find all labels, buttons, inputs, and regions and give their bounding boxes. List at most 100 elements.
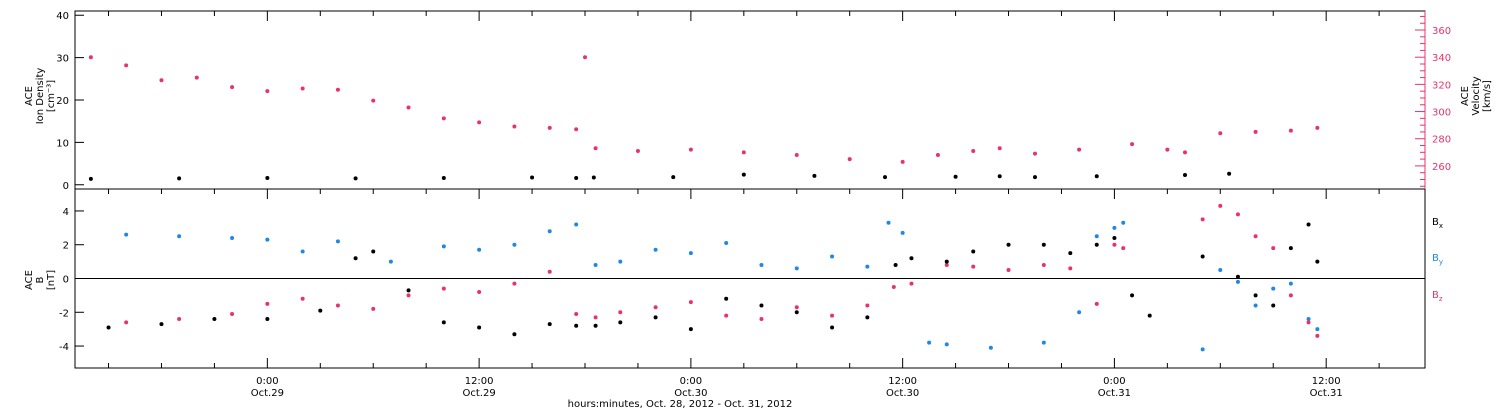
by-point <box>618 259 623 264</box>
by-point <box>574 222 579 227</box>
velocity-point <box>194 75 199 80</box>
by-point <box>593 262 598 267</box>
velocity-point <box>900 159 905 164</box>
bx-point <box>593 323 598 328</box>
by-point <box>1077 310 1082 315</box>
velocity-point <box>88 55 93 60</box>
bz-point <box>794 305 799 310</box>
top-left-tick-label: 30 <box>56 54 69 65</box>
velocity-point <box>1077 147 1082 152</box>
bz-point <box>891 284 896 289</box>
bz-point <box>1253 234 1258 239</box>
velocity-point <box>635 148 640 153</box>
top-left-tick-label: 10 <box>56 138 69 149</box>
velocity-point <box>1033 151 1037 156</box>
by-point <box>1094 234 1099 239</box>
by-point <box>547 229 552 234</box>
density-point <box>953 174 958 179</box>
by-point <box>512 242 517 247</box>
by-point <box>886 220 891 225</box>
bx-point <box>406 288 411 293</box>
x-tick-date-label: Oct.31 <box>1098 388 1131 399</box>
top-right-tick-label: 320 <box>1432 80 1451 91</box>
velocity-point <box>574 127 579 132</box>
by-point <box>830 254 835 259</box>
by-point <box>927 340 932 345</box>
bz-point <box>1200 217 1205 222</box>
bx-point <box>1147 313 1152 318</box>
x-tick-time-label: 12:00 <box>465 376 494 387</box>
velocity-point <box>688 147 693 152</box>
top-right-tick-label: 280 <box>1432 135 1451 146</box>
bx-point <box>1068 251 1073 256</box>
velocity-point <box>1130 142 1135 147</box>
bz-point <box>1006 268 1011 273</box>
bx-point <box>574 323 579 328</box>
bz-point <box>618 310 623 315</box>
x-tick-time-label: 0:00 <box>256 376 278 387</box>
bx-point <box>653 315 658 320</box>
bx-point <box>865 315 870 320</box>
density-point <box>812 173 817 178</box>
by-point <box>1235 279 1240 284</box>
legend-bx: Bx <box>1432 217 1443 230</box>
bz-point <box>593 315 598 320</box>
by-point <box>724 241 729 246</box>
velocity-point <box>794 153 799 158</box>
velocity-point <box>477 120 482 125</box>
by-point <box>388 259 393 264</box>
bx-point <box>830 325 835 330</box>
bz-point <box>406 293 411 298</box>
by-point <box>1218 268 1223 273</box>
density-point <box>1183 173 1187 178</box>
bz-point <box>865 303 870 308</box>
density-point <box>1033 175 1037 180</box>
top-panel-points <box>88 55 1320 181</box>
bz-point <box>265 301 270 306</box>
x-tick-time-label: 12:00 <box>1312 376 1341 387</box>
velocity-point <box>847 157 852 162</box>
bottom-panel-points <box>106 203 1320 352</box>
bz-point <box>724 313 729 318</box>
by-point <box>230 235 235 240</box>
by-point <box>300 249 305 254</box>
by-point <box>1041 340 1046 345</box>
bx-point <box>371 249 376 254</box>
bx-point <box>1130 293 1135 298</box>
velocity-point <box>1288 128 1293 133</box>
velocity-point <box>230 85 235 90</box>
x-tick-date-label: Oct.29 <box>251 388 284 399</box>
density-point <box>591 175 596 180</box>
velocity-point <box>335 87 340 92</box>
velocity-point <box>265 89 270 94</box>
bx-point <box>618 320 623 325</box>
bx-point <box>441 320 446 325</box>
by-point <box>653 247 658 252</box>
x-tick-date-label: Oct.31 <box>1310 388 1343 399</box>
top-left-tick-label: 40 <box>56 11 69 22</box>
bx-point <box>794 310 799 315</box>
bz-point <box>512 281 517 286</box>
by-point <box>1253 303 1258 308</box>
by-point <box>441 244 446 249</box>
bottom-left-axis: -4 -2 0 2 4 <box>59 207 84 353</box>
bx-point <box>265 317 270 322</box>
top-right-tick-label: 340 <box>1432 53 1451 64</box>
legend-by: By <box>1432 253 1443 266</box>
bz-point <box>1315 333 1320 338</box>
bz-point <box>441 286 446 291</box>
velocity-point <box>159 78 164 83</box>
top-ylabel-left-line3: [cm⁻³] <box>46 80 57 112</box>
by-point <box>1271 286 1276 291</box>
density-point <box>574 175 579 180</box>
density-point <box>88 176 93 181</box>
density-point <box>265 175 270 180</box>
bz-point <box>830 313 835 318</box>
bz-point <box>1112 242 1117 247</box>
bx-point <box>353 256 358 261</box>
bottom-left-tick-label: 2 <box>63 241 69 252</box>
top-left-axis: 0 10 20 30 40 <box>56 11 84 192</box>
bx-point <box>1006 242 1011 247</box>
bx-point <box>477 325 482 330</box>
